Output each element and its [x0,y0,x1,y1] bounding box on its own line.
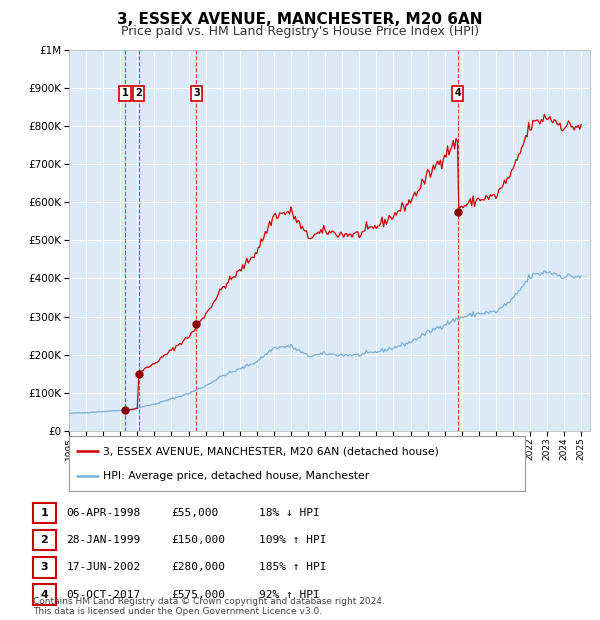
Text: Price paid vs. HM Land Registry's House Price Index (HPI): Price paid vs. HM Land Registry's House … [121,25,479,38]
Text: 2: 2 [135,89,142,99]
Text: 3, ESSEX AVENUE, MANCHESTER, M20 6AN: 3, ESSEX AVENUE, MANCHESTER, M20 6AN [117,12,483,27]
Text: £55,000: £55,000 [172,508,219,518]
Text: 92% ↑ HPI: 92% ↑ HPI [259,590,319,600]
Text: 17-JUN-2002: 17-JUN-2002 [67,562,141,572]
Text: 3: 3 [41,562,48,572]
Text: £575,000: £575,000 [172,590,226,600]
Text: 185% ↑ HPI: 185% ↑ HPI [259,562,326,572]
Text: HPI: Average price, detached house, Manchester: HPI: Average price, detached house, Manc… [103,471,370,481]
Text: 18% ↓ HPI: 18% ↓ HPI [259,508,319,518]
Text: 05-OCT-2017: 05-OCT-2017 [67,590,141,600]
Text: 4: 4 [454,89,461,99]
Text: 1: 1 [121,89,128,99]
Text: 109% ↑ HPI: 109% ↑ HPI [259,535,326,545]
Text: 28-JAN-1999: 28-JAN-1999 [67,535,141,545]
Text: 1: 1 [41,508,48,518]
Text: 2: 2 [41,535,48,545]
Text: Contains HM Land Registry data © Crown copyright and database right 2024.: Contains HM Land Registry data © Crown c… [33,597,385,606]
Text: This data is licensed under the Open Government Licence v3.0.: This data is licensed under the Open Gov… [33,606,322,616]
Text: 3: 3 [193,89,200,99]
Text: 4: 4 [40,590,49,600]
Text: 3, ESSEX AVENUE, MANCHESTER, M20 6AN (detached house): 3, ESSEX AVENUE, MANCHESTER, M20 6AN (de… [103,446,439,456]
Text: 06-APR-1998: 06-APR-1998 [67,508,141,518]
Text: £280,000: £280,000 [172,562,226,572]
Text: £150,000: £150,000 [172,535,226,545]
